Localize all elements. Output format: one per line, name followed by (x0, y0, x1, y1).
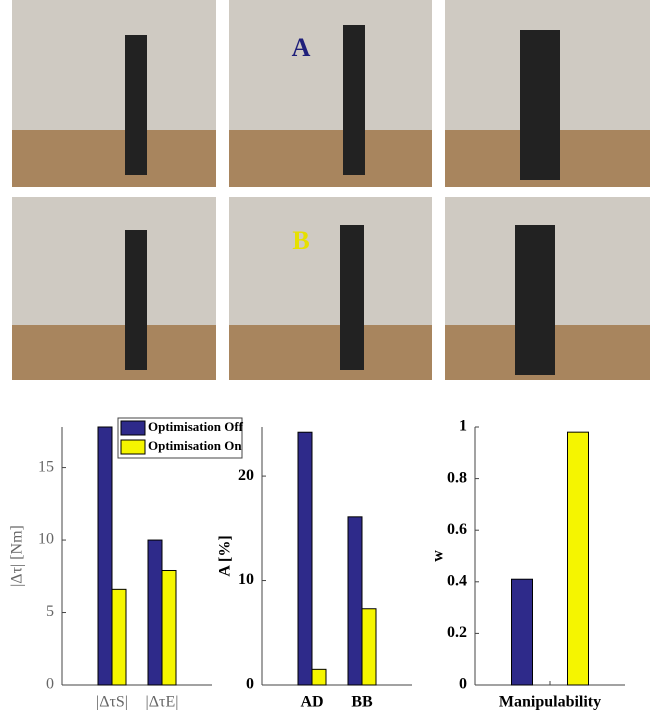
y-tick-label: 1 (459, 418, 467, 435)
figure: A B 051015|Δτ| [Nm]|ΔτS||ΔτE|Optimisatio… (0, 0, 662, 717)
person (520, 30, 560, 180)
legend-swatch (121, 421, 145, 435)
bar (568, 432, 589, 685)
bar (148, 540, 162, 685)
y-tick-label: 0 (459, 676, 467, 693)
floor (229, 130, 432, 187)
y-tick-label: 15 (38, 458, 54, 475)
bar (312, 669, 326, 685)
bar (98, 427, 112, 685)
photo-label: A (292, 33, 311, 62)
bar (112, 589, 126, 685)
legend-label: Optimisation Off (148, 419, 244, 434)
x-tick-label: |ΔτE| (146, 694, 179, 711)
y-axis-label: A [%] (217, 535, 234, 576)
y-tick-label: 0.2 (447, 624, 467, 641)
photo-label: B (292, 226, 309, 255)
person (125, 230, 147, 370)
y-tick-label: 5 (46, 603, 54, 620)
legend-swatch (121, 440, 145, 454)
floor (229, 325, 432, 380)
legend-label: Optimisation On (148, 438, 242, 453)
y-tick-label: 0 (46, 676, 54, 693)
x-tick-label: Manipulability (499, 694, 601, 711)
y-tick-label: 10 (238, 571, 254, 588)
x-tick-label: BB (351, 694, 373, 711)
bar (162, 570, 176, 685)
bar (362, 609, 376, 685)
y-axis-label: |Δτ| [Nm] (9, 525, 26, 587)
floor (12, 325, 216, 380)
x-tick-label: AD (300, 694, 323, 711)
person (515, 225, 555, 375)
x-tick-label: |ΔτS| (96, 694, 128, 711)
person (125, 35, 147, 175)
bar (512, 579, 533, 685)
y-tick-label: 0.6 (447, 521, 467, 538)
y-tick-label: 0 (246, 676, 254, 693)
y-tick-label: 20 (238, 467, 254, 484)
person (343, 25, 365, 175)
person (340, 225, 364, 370)
y-axis-label: w (430, 550, 447, 562)
bar (348, 517, 362, 685)
y-tick-label: 10 (38, 531, 54, 548)
floor (12, 130, 216, 187)
bar (298, 432, 312, 685)
photos: A B (12, 0, 650, 380)
y-tick-label: 0.8 (447, 469, 467, 486)
y-tick-label: 0.4 (447, 572, 467, 589)
